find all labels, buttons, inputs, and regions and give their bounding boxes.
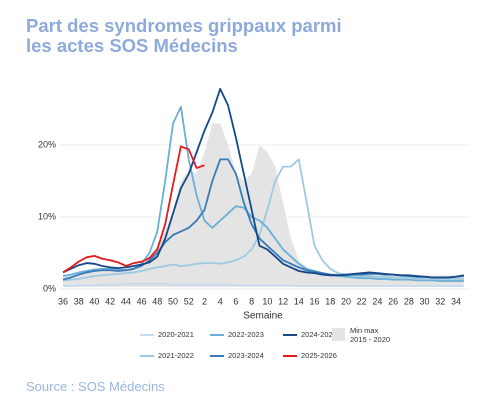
x-tick-label: 14 (294, 296, 304, 306)
x-tick-label: 34 (451, 296, 461, 306)
x-tick-label: 50 (168, 296, 178, 306)
x-tick-label: 24 (372, 296, 382, 306)
y-tick-label: 10% (38, 211, 56, 221)
series-line (62, 145, 205, 274)
x-tick-label: 20 (341, 296, 351, 306)
legend-label: 2025-2026 (301, 351, 337, 360)
x-tick-label: 4 (218, 296, 223, 306)
x-tick-label: 38 (74, 296, 84, 306)
legend-label: 2020-2021 (158, 330, 194, 339)
x-tick-label: 26 (388, 296, 398, 306)
legend-label: 2022-2023 (228, 330, 264, 339)
series-line (63, 283, 464, 288)
x-tick-label: 6 (233, 296, 238, 306)
x-tick-label: 32 (435, 296, 445, 306)
x-tick-label: 22 (357, 296, 367, 306)
y-tick-label: 0% (43, 283, 56, 293)
source-note: Source : SOS Médecins (26, 379, 165, 394)
x-tick-label: 36 (58, 296, 68, 306)
x-tick-label: 52 (184, 296, 194, 306)
legend-label: 2024-2025 (301, 330, 337, 339)
chart-title: Part des syndromes grippaux parmi les ac… (26, 15, 342, 56)
x-tick-label: 8 (249, 296, 254, 306)
legend-label: 2023-2024 (228, 351, 264, 360)
x-tick-label: 42 (105, 296, 115, 306)
min-max-band (63, 123, 464, 287)
series-line (62, 158, 464, 282)
x-tick-label: 28 (404, 296, 414, 306)
legend-label: 2021-2022 (158, 351, 194, 360)
legend-label: 2015 - 2020 (350, 335, 390, 344)
y-tick-label: 20% (38, 139, 56, 149)
series-line (62, 87, 465, 279)
x-tick-label: 10 (262, 296, 272, 306)
x-tick-label: 2 (202, 296, 207, 306)
x-tick-label: 12 (278, 296, 288, 306)
x-tick-label: 44 (121, 296, 131, 306)
legend-label: Min max (350, 326, 379, 335)
x-tick-label: 30 (420, 296, 430, 306)
x-tick-label: 48 (152, 296, 162, 306)
x-axis-label: Semaine (243, 311, 283, 322)
x-tick-label: 46 (137, 296, 147, 306)
legend-swatch (332, 328, 345, 341)
x-tick-label: 18 (325, 296, 335, 306)
x-tick-label: 16 (310, 296, 320, 306)
x-tick-label: 40 (89, 296, 99, 306)
